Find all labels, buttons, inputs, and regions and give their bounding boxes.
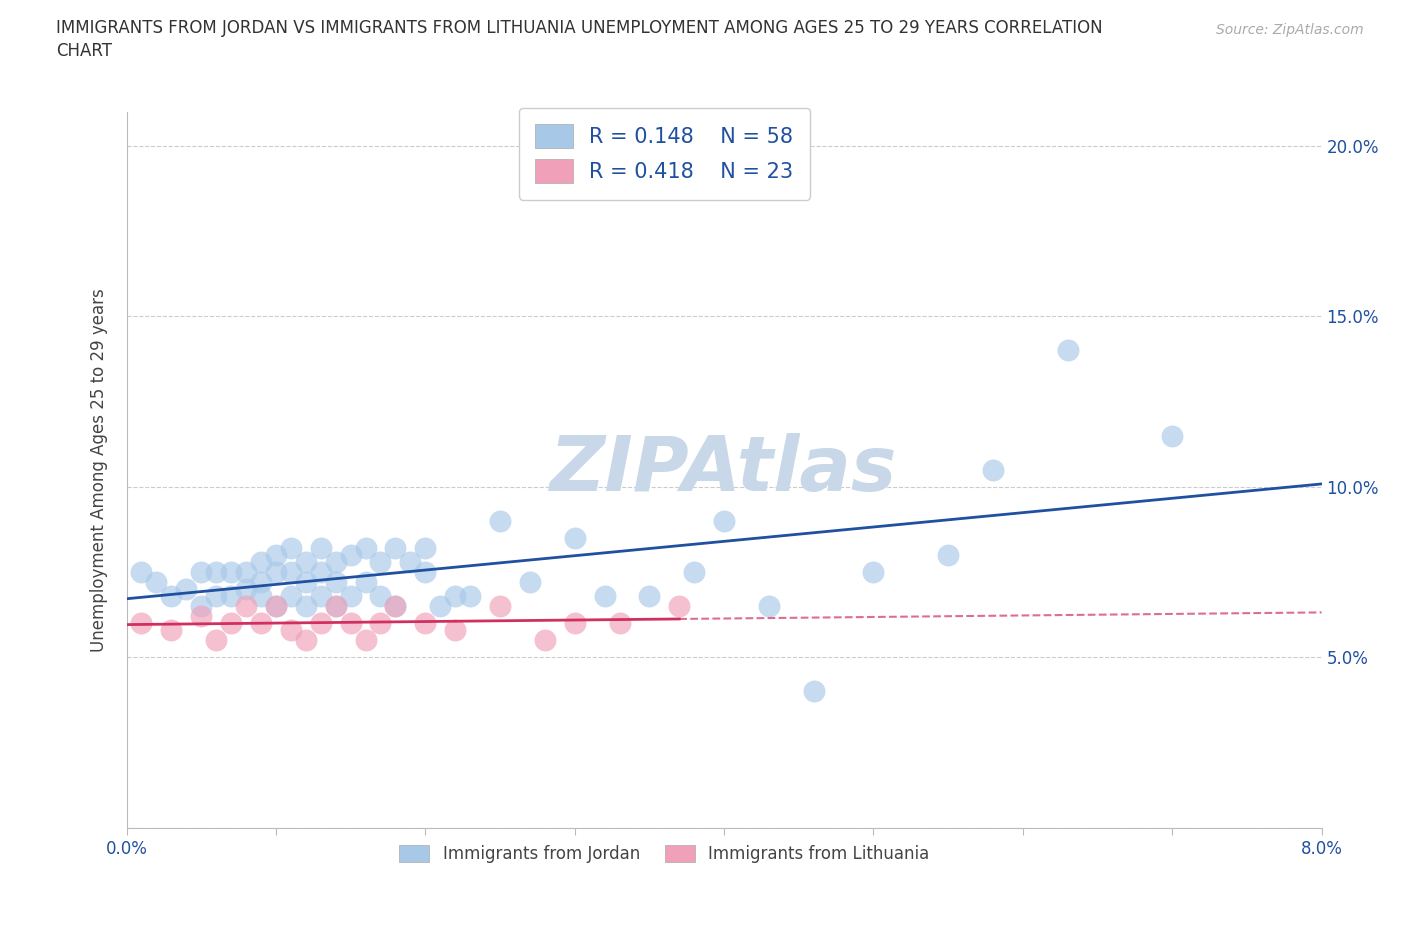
Point (384, 540, 406, 555)
Point (264, 599, 287, 614)
Point (250, 554, 273, 569)
Point (309, 616, 332, 631)
Point (429, 599, 451, 614)
Point (399, 554, 422, 569)
Point (638, 589, 661, 604)
Point (205, 632, 228, 647)
Point (489, 599, 512, 614)
Text: IMMIGRANTS FROM JORDAN VS IMMIGRANTS FROM LITHUANIA UNEMPLOYMENT AMONG AGES 25 T: IMMIGRANTS FROM JORDAN VS IMMIGRANTS FRO… (56, 19, 1102, 36)
Point (325, 599, 347, 614)
Point (309, 565, 332, 579)
Point (235, 581, 257, 596)
Point (294, 632, 316, 647)
Point (713, 513, 735, 528)
Point (384, 599, 406, 614)
Point (370, 554, 392, 569)
Point (131, 616, 153, 631)
Point (413, 565, 436, 579)
Point (250, 616, 273, 631)
Point (370, 589, 392, 604)
Point (280, 622, 302, 637)
Point (250, 589, 273, 604)
Point (1056, 343, 1078, 358)
Point (803, 684, 825, 698)
Point (280, 589, 302, 604)
Point (160, 622, 183, 637)
Point (219, 616, 242, 631)
Point (250, 575, 273, 590)
Point (294, 599, 316, 614)
Point (190, 599, 212, 614)
Point (413, 616, 436, 631)
Point (413, 540, 436, 555)
Point (936, 548, 959, 563)
Point (758, 599, 780, 614)
Point (205, 565, 228, 579)
Point (339, 548, 361, 563)
Point (219, 565, 242, 579)
Point (264, 548, 287, 563)
Point (564, 616, 586, 631)
Text: ZIPAtlas: ZIPAtlas (550, 432, 898, 507)
Point (325, 554, 347, 569)
Point (325, 575, 347, 590)
Point (564, 530, 586, 545)
Point (354, 632, 377, 647)
Point (533, 632, 555, 647)
Point (325, 599, 347, 614)
Point (609, 616, 631, 631)
Point (174, 581, 197, 596)
Point (309, 589, 332, 604)
Point (131, 565, 153, 579)
Point (444, 589, 467, 604)
Point (309, 540, 332, 555)
Point (981, 462, 1004, 477)
Point (489, 513, 512, 528)
Point (145, 575, 167, 590)
Point (593, 589, 616, 604)
Point (339, 616, 361, 631)
Point (1161, 428, 1184, 443)
Point (668, 599, 690, 614)
Point (280, 540, 302, 555)
Point (280, 565, 302, 579)
Point (683, 565, 706, 579)
Point (219, 589, 242, 604)
Y-axis label: Unemployment Among Ages 25 to 29 years: Unemployment Among Ages 25 to 29 years (90, 287, 108, 652)
Point (862, 565, 884, 579)
Point (519, 575, 541, 590)
Point (458, 589, 481, 604)
Point (235, 599, 257, 614)
Point (339, 589, 361, 604)
Point (294, 554, 316, 569)
Point (264, 565, 287, 579)
Point (205, 589, 228, 604)
Point (370, 616, 392, 631)
Point (190, 609, 212, 624)
Point (294, 575, 316, 590)
Point (354, 540, 377, 555)
Point (354, 575, 377, 590)
Point (264, 599, 287, 614)
Text: Source: ZipAtlas.com: Source: ZipAtlas.com (1216, 23, 1364, 37)
Point (190, 565, 212, 579)
Legend: Immigrants from Jordan, Immigrants from Lithuania: Immigrants from Jordan, Immigrants from … (392, 838, 936, 870)
Point (444, 622, 467, 637)
Text: CHART: CHART (56, 42, 112, 60)
Point (160, 589, 183, 604)
Point (384, 599, 406, 614)
Point (235, 565, 257, 579)
